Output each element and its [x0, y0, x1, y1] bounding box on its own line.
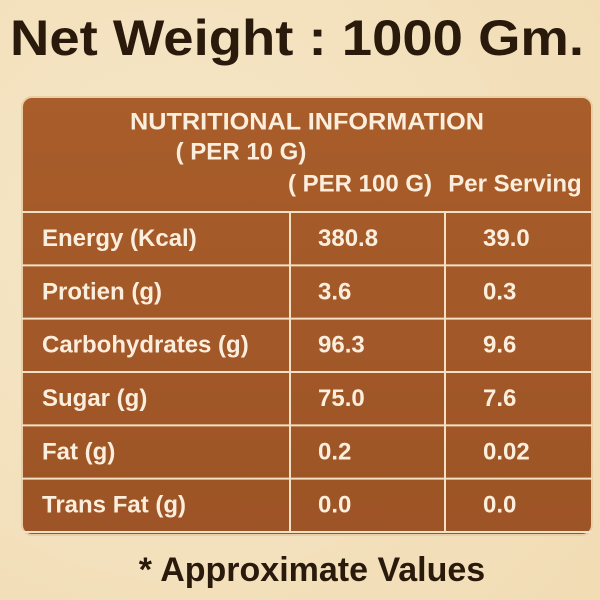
nutrient-label: Trans Fat (g) [42, 492, 186, 519]
table-title: NUTRITIONAL INFORMATION [130, 108, 484, 135]
nutrient-label: Energy (Kcal) [42, 225, 197, 252]
value-cell: 9.6 [483, 332, 516, 359]
value-cell: 0.0 [483, 492, 516, 519]
nutrient-label: Sugar (g) [42, 385, 147, 412]
net-weight: Net Weight : 1000 Gm. [10, 10, 584, 66]
value-cell: 380.8 [318, 225, 378, 252]
value-cell: 75.0 [318, 385, 365, 412]
value-cell: 0.2 [318, 438, 351, 465]
column-header: ( PER 100 G) [288, 170, 432, 197]
value-cell: 0.02 [483, 438, 530, 465]
nutrient-label: Protien (g) [42, 278, 162, 305]
nutrient-label: Carbohydrates (g) [42, 332, 249, 359]
value-cell: 39.0 [483, 225, 530, 252]
column-header: Per Serving [448, 170, 581, 197]
value-cell: 3.6 [318, 278, 351, 305]
value-cell: 7.6 [483, 385, 516, 412]
footnote: * Approximate Values [139, 551, 485, 589]
value-cell: 0.3 [483, 278, 516, 305]
value-cell: 96.3 [318, 332, 365, 359]
value-cell: 0.0 [318, 492, 351, 519]
nutrient-label: Fat (g) [42, 438, 115, 465]
table-grid: Energy (Kcal) 380.8 39.0 Protien (g) 3.6 0.3 C… [22, 211, 592, 533]
table-box [21, 96, 593, 536]
table-subtitle: ( PER 10 G) [176, 138, 307, 165]
